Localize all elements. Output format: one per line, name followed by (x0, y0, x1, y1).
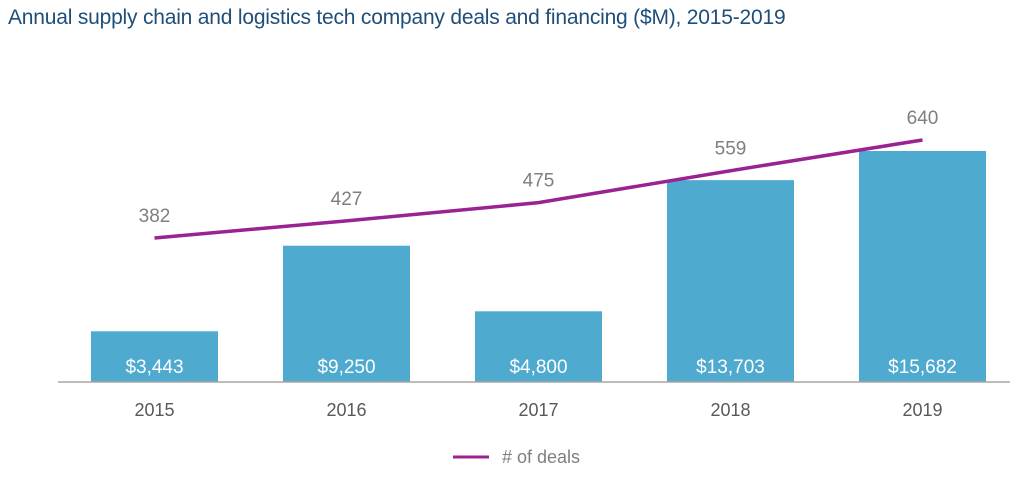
deal-label-2017: 475 (523, 171, 555, 192)
bar-label-2017: $4,800 (509, 357, 567, 378)
bar-2015 (91, 331, 218, 382)
legend-label-deals: # of deals (502, 447, 580, 467)
bar-2018 (667, 180, 794, 382)
bar-label-2016: $9,250 (317, 357, 375, 378)
x-tick-2017: 2017 (518, 400, 558, 420)
deals-line (154, 138, 923, 240)
deal-label-2016: 427 (331, 189, 363, 210)
bar-label-2019: $15,682 (888, 357, 957, 378)
chart-title: Annual supply chain and logistics tech c… (8, 6, 786, 29)
bar-2019 (859, 151, 986, 382)
bar-2017 (475, 311, 602, 382)
bar-label-2015: $3,443 (125, 357, 183, 378)
deals-line-group: 382 427 475 559 640 (139, 108, 939, 240)
x-tick-2019: 2019 (902, 400, 942, 420)
bar-label-2018: $13,703 (696, 357, 765, 378)
deal-label-2019: 640 (907, 108, 939, 129)
bars-group: $3,443 $9,250 $4,800 $13,703 $15,682 (91, 151, 986, 382)
legend: # of deals (453, 447, 580, 467)
deal-label-2018: 559 (715, 139, 747, 160)
x-tick-2015: 2015 (134, 400, 174, 420)
x-ticks-group: 2015 2016 2017 2018 2019 (134, 400, 942, 420)
x-tick-2018: 2018 (710, 400, 750, 420)
bar-2016 (283, 245, 410, 382)
deal-label-2015: 382 (139, 206, 171, 227)
x-tick-2016: 2016 (326, 400, 366, 420)
